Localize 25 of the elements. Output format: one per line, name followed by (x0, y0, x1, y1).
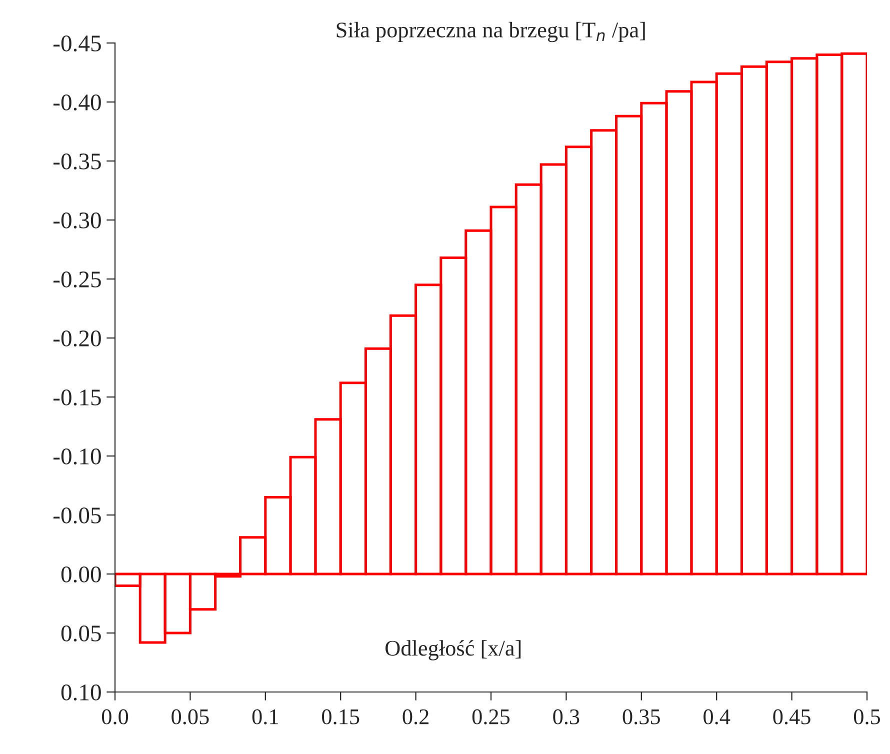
y-tick-label: -0.15 (54, 389, 101, 406)
chart-title: Siła poprzeczna na brzegu [T$_{n}$ /pa] (336, 22, 645, 42)
x-tick-label: 0.4 (704, 709, 730, 724)
y-tick-label: -0.05 (54, 507, 101, 524)
x-tick-label: 0.05 (172, 709, 209, 724)
y-tick-label: -0.30 (54, 212, 101, 229)
x-tick-label: 0.2 (402, 709, 428, 724)
y-tick-label: -0.25 (54, 271, 101, 288)
y-tick-label: -0.35 (54, 153, 101, 170)
x-tick-label: 0.45 (773, 709, 810, 724)
y-tick-label: -0.20 (54, 330, 101, 347)
y-tick-label: -0.40 (54, 94, 101, 111)
y-tick-label: 0.00 (61, 566, 101, 583)
y-tick-label: -0.10 (54, 448, 101, 465)
x-tick-label: 0.15 (322, 709, 360, 724)
x-tick-label: 0.3 (553, 709, 580, 724)
y-tick-label: -0.45 (54, 35, 101, 52)
x-tick-label: 0.1 (252, 709, 278, 724)
x-tick-label: 0.35 (622, 709, 660, 724)
y-tick-label: 0.10 (61, 684, 101, 701)
y-tick-label: 0.05 (61, 625, 101, 642)
x-tick-label: 0.5 (854, 709, 880, 724)
x-axis-title: Odległość [x/a] (386, 640, 521, 660)
x-tick-label: 0.25 (472, 709, 510, 724)
x-tick-label: 0.0 (102, 709, 128, 724)
